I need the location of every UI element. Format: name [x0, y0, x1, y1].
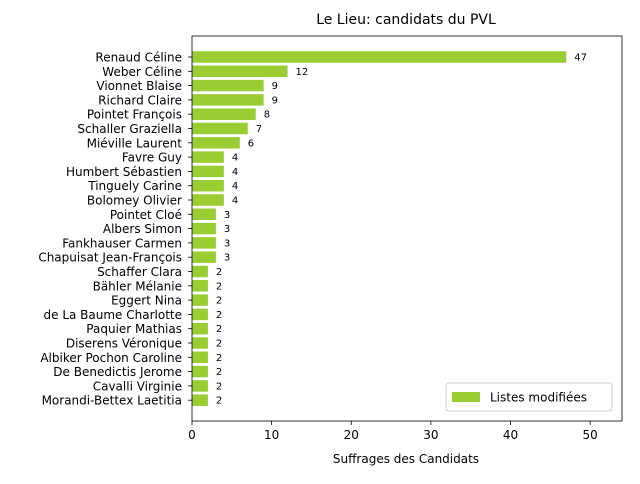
data-label: 47	[574, 53, 587, 64]
data-label: 3	[224, 253, 230, 264]
data-label: 2	[216, 310, 222, 321]
y-tick-label: Bähler Mélanie	[93, 279, 182, 293]
bar	[192, 337, 208, 349]
y-tick-label: Paquier Mathias	[86, 322, 182, 336]
y-tick-label: Miéville Laurent	[87, 136, 183, 150]
y-tick-label: Fankhauser Carmen	[62, 236, 182, 250]
x-tick-label: 20	[344, 428, 359, 442]
bar	[192, 179, 224, 192]
data-label: 4	[232, 153, 238, 164]
y-tick-label: Schaffer Clara	[97, 265, 182, 279]
bars-layer	[192, 51, 567, 406]
bar	[192, 94, 264, 106]
legend: Listes modifiées	[445, 382, 613, 412]
bar	[192, 380, 208, 392]
y-tick-label: Pointet François	[87, 108, 182, 122]
data-label: 7	[256, 124, 262, 135]
data-label: 2	[216, 281, 222, 292]
y-tick-label: Albers Simon	[103, 222, 182, 236]
x-tick-label: 50	[583, 428, 598, 442]
y-tick-label: Tinguely Carine	[87, 179, 182, 193]
bar	[192, 122, 248, 135]
bar	[192, 51, 567, 63]
bar	[192, 365, 208, 378]
legend-label: Listes modifiées	[490, 391, 587, 405]
data-label: 2	[216, 296, 222, 307]
y-tick-label: Schaller Graziella	[77, 122, 182, 136]
data-label: 12	[296, 67, 309, 78]
data-label: 6	[248, 138, 254, 149]
x-axis-label: Suffrages des Candidats	[333, 452, 479, 466]
bar	[192, 322, 208, 335]
y-tick-label: Albiker Pochon Caroline	[40, 351, 182, 365]
bar	[192, 308, 208, 321]
x-tick-label: 0	[188, 428, 196, 442]
bar	[192, 79, 264, 92]
data-label: 2	[216, 381, 222, 392]
plot-frame	[191, 35, 623, 422]
y-tick-label: Weber Céline	[102, 65, 182, 79]
bar	[192, 280, 208, 292]
bar	[192, 151, 224, 163]
legend-swatch	[452, 392, 480, 402]
y-tick-label: Diserens Véronique	[66, 337, 182, 351]
bar	[192, 165, 224, 178]
bar	[192, 137, 240, 149]
y-tick-label: Cavalli Virginie	[93, 379, 182, 393]
data-label: 2	[216, 396, 222, 407]
bar	[192, 265, 208, 278]
y-tick-label: De Benedictis Jerome	[53, 365, 182, 379]
y-tick-label: Morandi-Bettex Laetitia	[42, 394, 182, 408]
data-label: 3	[224, 224, 230, 235]
data-label: 2	[216, 324, 222, 335]
data-label: 4	[232, 181, 238, 192]
x-tick-label: 40	[503, 428, 518, 442]
y-tick-label: Humbert Sébastien	[66, 165, 182, 179]
y-tick-label: Renaud Céline	[95, 51, 182, 65]
y-tick-label: Pointet Cloé	[110, 208, 182, 222]
y-tick-label: Bolomey Olivier	[87, 194, 182, 208]
data-label: 3	[224, 238, 230, 249]
bar	[192, 251, 216, 263]
data-label: 4	[232, 196, 238, 207]
y-tick-label: Richard Claire	[98, 93, 182, 107]
x-tick-label: 30	[423, 428, 438, 442]
y-tick-label: de La Baume Charlotte	[44, 308, 183, 322]
bar	[192, 65, 288, 78]
y-tick-label: Favre Guy	[122, 151, 182, 165]
data-label: 3	[224, 210, 230, 221]
bar	[192, 351, 208, 364]
data-label: 2	[216, 267, 222, 278]
y-tick-label: Eggert Nina	[111, 294, 182, 308]
bar	[192, 237, 216, 249]
legend-box	[445, 382, 613, 412]
data-label: 2	[216, 353, 222, 364]
bar	[192, 222, 216, 235]
bar	[192, 194, 224, 206]
data-label: 2	[216, 339, 222, 350]
bar	[192, 294, 208, 306]
data-label: 4	[232, 167, 238, 178]
bar	[192, 108, 256, 120]
x-tick-label: 10	[264, 428, 279, 442]
bar	[192, 208, 216, 221]
chart-title: Le Lieu: candidats du PVL	[316, 12, 496, 28]
y-tick-label: Chapuisat Jean-François	[38, 251, 182, 265]
data-label: 9	[272, 81, 278, 92]
axes-layer: 0 10 20 30 40 50	[188, 35, 623, 442]
bar	[192, 394, 208, 406]
data-label: 9	[272, 95, 278, 106]
y-tick-label: Vionnet Blaise	[96, 79, 182, 93]
data-label: 2	[216, 367, 222, 378]
data-label: 8	[264, 110, 270, 121]
